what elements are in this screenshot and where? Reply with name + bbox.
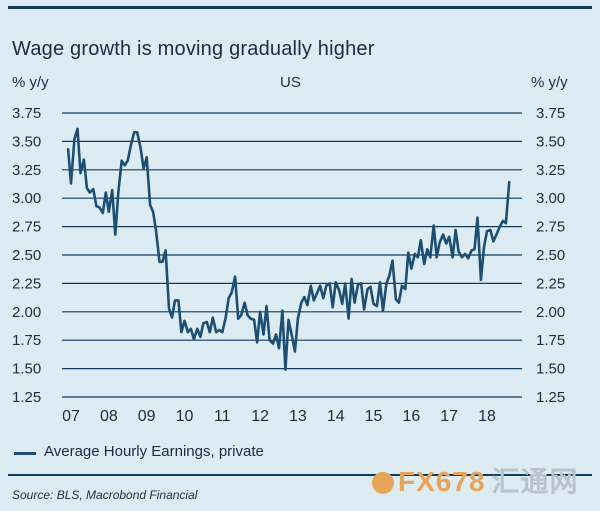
x-tick-label: 09 bbox=[138, 408, 156, 425]
y-tick-label-right: 2.00 bbox=[536, 304, 565, 321]
y-tick-label-left: 3.00 bbox=[12, 190, 41, 207]
y-tick-label-right: 1.50 bbox=[536, 361, 565, 378]
x-tick-label: 08 bbox=[100, 408, 118, 425]
y-tick-label-right: 3.25 bbox=[536, 162, 565, 179]
watermark-text-2: 汇通网 bbox=[491, 466, 579, 497]
y-tick-label-right: 1.25 bbox=[536, 389, 565, 406]
watermark-text: FX678 bbox=[398, 466, 486, 497]
x-tick-label: 07 bbox=[62, 408, 80, 425]
x-tick-label: 15 bbox=[365, 408, 383, 425]
x-tick-label: 11 bbox=[214, 408, 231, 425]
y-tick-label-left: 2.25 bbox=[12, 275, 41, 292]
x-tick-label: 16 bbox=[402, 408, 420, 425]
chart-subtitle: US bbox=[280, 74, 301, 91]
y-tick-label-right: 3.50 bbox=[536, 133, 565, 150]
y-tick-label-left: 1.50 bbox=[12, 361, 41, 378]
y-tick-label-right: 2.75 bbox=[536, 219, 565, 236]
y-tick-label-left: 1.25 bbox=[12, 389, 41, 406]
series-line bbox=[66, 127, 511, 372]
y-tick-label-left: 2.00 bbox=[12, 304, 41, 321]
chart-title: Wage growth is moving gradually higher bbox=[12, 38, 375, 60]
legend-label: Average Hourly Earnings, private bbox=[44, 443, 264, 460]
y-tick-label-right: 1.75 bbox=[536, 332, 565, 349]
y-tick-label-left: 2.50 bbox=[12, 247, 41, 264]
y-tick-label-left: 1.75 bbox=[12, 332, 41, 349]
legend-swatch bbox=[14, 452, 36, 455]
x-tick-label: 17 bbox=[440, 408, 458, 425]
source-note: Source: BLS, Macrobond Financial bbox=[12, 488, 198, 502]
x-tick-label: 18 bbox=[478, 408, 496, 425]
y-tick-label-right: 3.75 bbox=[536, 105, 565, 122]
y-tick-label-left: 3.25 bbox=[12, 162, 41, 179]
watermark-logo-icon bbox=[372, 472, 394, 494]
y-tick-label-right: 2.50 bbox=[536, 247, 565, 264]
x-tick-label: 13 bbox=[289, 408, 307, 425]
x-tick-label: 12 bbox=[251, 408, 269, 425]
x-tick-label: 10 bbox=[176, 408, 194, 425]
y-tick-label-left: 2.75 bbox=[12, 219, 41, 236]
right-axis-unit: % y/y bbox=[531, 74, 568, 91]
x-tick-label: 14 bbox=[327, 408, 345, 425]
y-tick-label-left: 3.75 bbox=[12, 105, 41, 122]
footer-rule bbox=[8, 474, 592, 476]
y-tick-label-left: 3.50 bbox=[12, 133, 41, 150]
watermark: FX678 汇通网 bbox=[372, 460, 579, 500]
top-rule bbox=[8, 6, 592, 9]
y-tick-label-right: 3.00 bbox=[536, 190, 565, 207]
y-tick-label-right: 2.25 bbox=[536, 275, 565, 292]
left-axis-unit: % y/y bbox=[12, 74, 49, 91]
